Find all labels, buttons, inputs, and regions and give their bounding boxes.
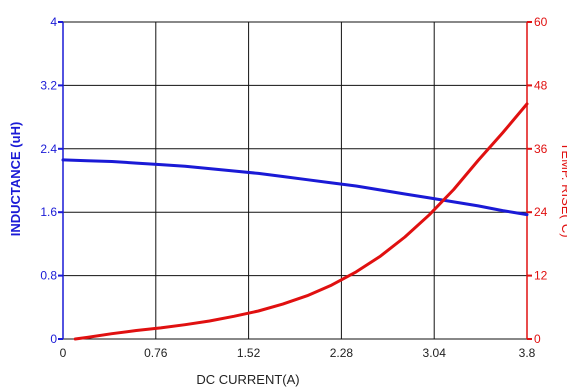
series-group xyxy=(61,102,529,341)
y-right-tick-label: 12 xyxy=(534,269,548,283)
x-axis-title: DC CURRENT(A) xyxy=(196,372,299,387)
x-tick-label: 0.76 xyxy=(144,346,168,360)
x-tick-label: 2.28 xyxy=(330,346,354,360)
x-tick-label: 3.04 xyxy=(423,346,447,360)
tick-labels: 0 0.76 1.52 2.28 3.04 3.800.81.62.43.24012243… xyxy=(40,15,547,360)
y-right-tick-label: 0 xyxy=(534,332,541,346)
temp-rise-line xyxy=(73,102,529,341)
y-left-tick-label: 1.6 xyxy=(40,205,57,219)
inductance-line xyxy=(61,158,529,217)
y-left-tick-label: 0 xyxy=(50,332,57,346)
y-right-tick-label: 60 xyxy=(534,15,548,29)
y-left-tick-label: 2.4 xyxy=(40,142,57,156)
y-left-tick-label: 3.2 xyxy=(40,78,57,92)
y-left-tick-label: 0.8 xyxy=(40,269,57,283)
y-right-axis-title: TEMP. RISE(oC) xyxy=(559,142,567,237)
y-right-title-part2: C) xyxy=(559,224,567,238)
y-left-axis-title: INDUCTANCE (uH) xyxy=(8,122,23,237)
y-right-title-part1: TEMP. RISE( xyxy=(559,142,567,219)
y-right-tick-label: 36 xyxy=(534,142,548,156)
y-right-tick-label: 24 xyxy=(534,205,548,219)
y-right-title-degree: o xyxy=(565,219,567,224)
grid xyxy=(62,21,528,340)
y-right-tick-label: 48 xyxy=(534,78,548,92)
y-left-tick-label: 4 xyxy=(50,15,57,29)
x-tick-label: 1.52 xyxy=(237,346,261,360)
x-tick-label: 0 xyxy=(60,346,67,360)
x-tick-label: 3.8 xyxy=(519,346,536,360)
